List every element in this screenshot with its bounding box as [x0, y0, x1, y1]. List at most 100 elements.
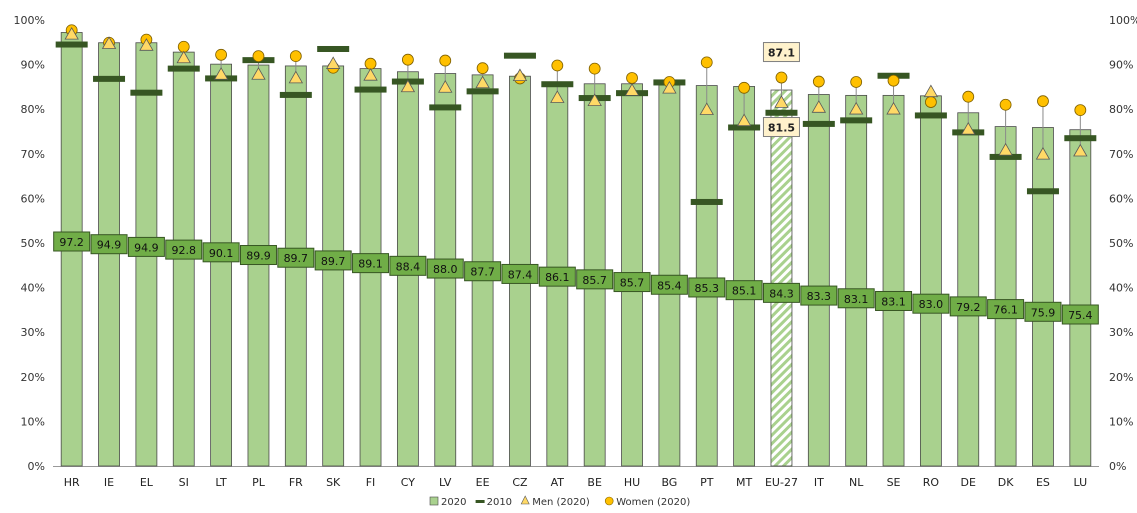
bar-LU: [1069, 129, 1092, 467]
marker-men-EE: [475, 75, 490, 89]
legend-item-2020: 2020: [429, 496, 466, 508]
marker-2010-EE: [466, 88, 499, 95]
bar-DE: [957, 112, 980, 467]
marker-2010-FI: [354, 86, 387, 93]
data-label-HR: 97.2: [59, 236, 84, 249]
marker-women-SE: [887, 74, 900, 87]
data-label-BG: 85.4: [657, 279, 682, 292]
x-tick-label-HU: HU: [624, 476, 640, 489]
marker-2010-EL: [130, 89, 163, 96]
data-label-box-EE: [464, 261, 502, 282]
callout-label-men-2020-: 81.5: [768, 122, 795, 135]
data-label-box-ES: [1024, 301, 1062, 322]
bar-PT: [695, 85, 718, 467]
x-tick-label-CZ: CZ: [512, 476, 528, 489]
data-label-box-HR: [53, 231, 91, 252]
bar-PL: [247, 64, 270, 467]
x-tick-label-CY: CY: [401, 476, 415, 489]
marker-2010-NL: [840, 117, 873, 124]
marker-2010-DK: [989, 153, 1022, 160]
marker-women-PL: [252, 50, 265, 63]
marker-2010-RO: [914, 112, 947, 119]
data-label-box-DK: [987, 299, 1025, 320]
y-tick-label-right: 20%: [1109, 371, 1133, 384]
data-label-CY: 88.4: [396, 260, 421, 273]
x-tick-label-PL: PL: [252, 476, 266, 489]
data-label-box-LV: [426, 258, 464, 279]
y-tick-label-left: 0%: [28, 460, 45, 473]
marker-men-LT: [213, 67, 229, 80]
marker-women-HU: [626, 72, 638, 84]
data-label-EL: 94.9: [134, 241, 159, 254]
marker-women-CY: [401, 53, 414, 66]
data-label-PL: 89.9: [246, 250, 271, 263]
marker-men-IT: [811, 100, 827, 113]
data-label-box-RO: [912, 293, 950, 314]
data-label-box-CY: [389, 255, 427, 276]
x-tick-label-MT: MT: [736, 476, 752, 489]
bar-DK: [994, 126, 1017, 467]
marker-women-PT: [700, 56, 713, 69]
marker-women-MT: [738, 81, 751, 94]
bar-ES: [1032, 127, 1054, 467]
data-label-NL: 83.1: [844, 293, 869, 306]
data-label-LU: 75.4: [1068, 309, 1093, 322]
x-tick-label-IE: IE: [104, 476, 114, 489]
data-label-MT: 85.1: [732, 285, 757, 298]
y-tick-label-right: 50%: [1109, 237, 1133, 250]
x-tick-label-AT: AT: [551, 476, 565, 489]
legend-swatch-bar: [429, 496, 439, 506]
y-tick-label-right: 90%: [1109, 59, 1133, 72]
y-tick-label-right: 70%: [1109, 148, 1133, 161]
marker-2010-SI: [167, 65, 200, 72]
x-tick-label-IT: IT: [814, 476, 824, 489]
marker-2010-CZ: [503, 52, 536, 59]
legend-item-2010: 2010: [475, 497, 512, 508]
marker-2010-FR: [279, 91, 312, 98]
y-tick-label-left: 30%: [21, 326, 45, 339]
data-label-SE: 83.1: [881, 295, 906, 308]
marker-2010-IE: [93, 75, 126, 82]
x-tick-label-BE: BE: [587, 476, 602, 489]
data-label-box-CZ: [501, 263, 539, 284]
data-label-box-HU: [613, 272, 651, 293]
data-label-LT: 90.1: [209, 247, 234, 260]
x-tick-label-SI: SI: [179, 476, 189, 489]
x-tick-label-LV: LV: [439, 476, 452, 489]
marker-women-AT: [551, 59, 564, 72]
x-tick-label-BG: BG: [661, 476, 677, 489]
marker-men-NL: [848, 101, 864, 115]
callout-label-women-2020-: 87.1: [768, 47, 795, 60]
marker-men-BG: [662, 80, 677, 94]
marker-men-PL: [251, 67, 266, 80]
marker-women-LV: [439, 54, 452, 67]
x-tick-label-SE: SE: [887, 476, 901, 489]
x-tick-label-FI: FI: [366, 476, 376, 489]
data-label-LV: 88.0: [433, 263, 458, 276]
data-label-box-BE: [576, 269, 614, 290]
marker-men-SI: [176, 50, 191, 64]
y-tick-label-right: 10%: [1109, 415, 1133, 428]
bar-NL: [845, 94, 868, 467]
marker-women-DK: [999, 98, 1012, 111]
marker-men-LV: [438, 80, 453, 93]
legend-label: Women (2020): [616, 497, 690, 508]
legend-label: 2010: [487, 497, 512, 508]
data-label-RO: 83.0: [919, 298, 944, 311]
data-label-SK: 89.7: [321, 255, 346, 268]
data-label-DK: 76.1: [993, 304, 1018, 317]
bar-IE: [98, 42, 120, 467]
marker-women-BE: [588, 62, 601, 75]
marker-men-FR: [288, 70, 304, 84]
marker-men-CZ: [512, 68, 528, 82]
marker-men-IE: [101, 36, 117, 49]
legend-item-men-2020-: Men (2020): [520, 495, 590, 508]
x-tick-label-EU-27: EU-27: [765, 476, 798, 489]
marker-men-MT: [736, 113, 752, 127]
marker-men-DE: [961, 121, 976, 135]
x-tick-label-RO: RO: [923, 476, 940, 489]
data-label-ES: 75.9: [1031, 306, 1056, 319]
y-tick-label-left: 50%: [21, 237, 45, 250]
data-label-box-AT: [538, 266, 576, 287]
marker-women-FI: [364, 57, 377, 70]
